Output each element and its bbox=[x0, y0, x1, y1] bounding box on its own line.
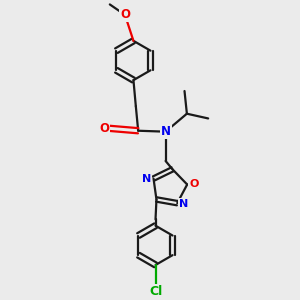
Text: N: N bbox=[179, 199, 188, 209]
Text: N: N bbox=[142, 174, 152, 184]
Text: O: O bbox=[189, 178, 199, 188]
Text: O: O bbox=[120, 8, 130, 21]
Text: O: O bbox=[99, 122, 109, 135]
Text: N: N bbox=[160, 125, 171, 138]
Text: Cl: Cl bbox=[149, 285, 162, 298]
